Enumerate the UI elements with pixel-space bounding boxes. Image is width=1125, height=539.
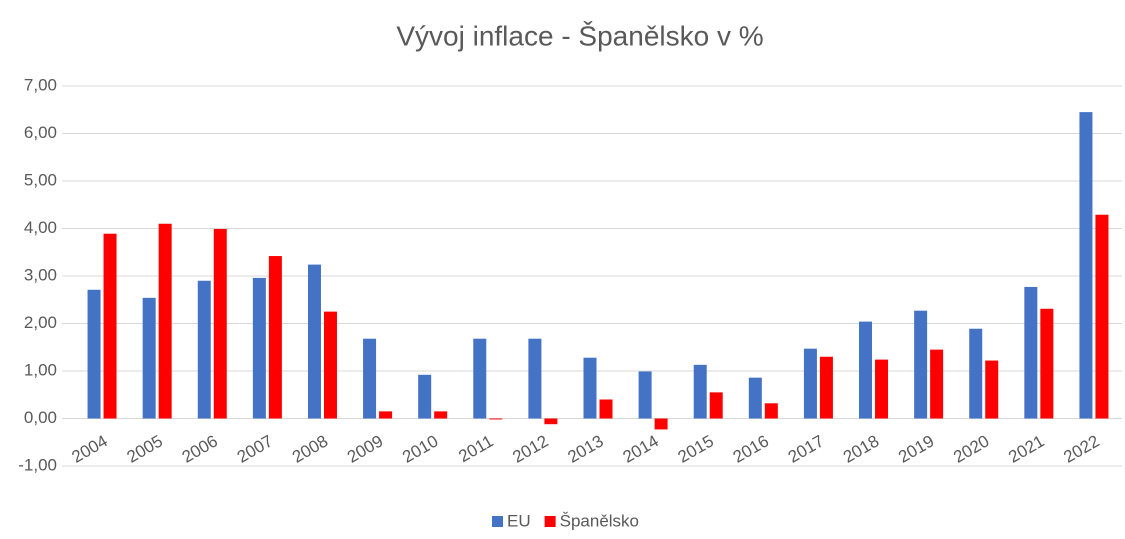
x-tick-label: 2016 — [730, 431, 772, 466]
x-tick-label: 2022 — [1060, 431, 1102, 466]
bar — [859, 321, 873, 419]
x-tick-label: 2019 — [895, 431, 937, 466]
legend-swatch — [544, 516, 556, 527]
bar — [764, 403, 778, 419]
y-tick-label: 0,00 — [24, 408, 57, 427]
x-tick-label: 2013 — [564, 431, 606, 466]
bar — [803, 348, 817, 419]
x-tick-label: 2012 — [509, 431, 551, 466]
bar — [1024, 286, 1038, 419]
x-tick-label: 2014 — [620, 431, 662, 466]
legend-swatch — [492, 516, 503, 527]
bar — [819, 356, 833, 419]
bar — [473, 338, 487, 419]
bar — [379, 411, 393, 419]
bar — [748, 377, 762, 419]
y-tick-label: -1,00 — [18, 455, 57, 474]
x-tick-label: 2004 — [69, 431, 111, 466]
x-tick-label: 2006 — [179, 431, 221, 466]
bar — [268, 256, 282, 419]
bar — [709, 392, 723, 419]
y-tick-label: 7,00 — [24, 75, 57, 94]
bar — [307, 264, 321, 419]
bar — [434, 411, 448, 419]
bar — [1095, 214, 1109, 419]
bar — [985, 360, 999, 419]
bar — [599, 399, 613, 419]
x-tick-label: 2009 — [344, 431, 386, 466]
x-tick-label: 2011 — [455, 431, 496, 466]
y-tick-label: 6,00 — [24, 123, 57, 142]
x-tick-label: 2005 — [124, 431, 166, 466]
x-tick-label: 2008 — [289, 431, 331, 466]
bar — [875, 359, 889, 419]
bar — [544, 418, 558, 425]
y-tick-label: 3,00 — [24, 265, 57, 284]
x-tick-label: 2018 — [840, 431, 882, 466]
bar — [418, 374, 432, 419]
bar — [930, 349, 944, 419]
bar — [252, 277, 266, 419]
bar — [363, 338, 377, 419]
y-tick-label: 2,00 — [24, 313, 57, 332]
y-tick-label: 1,00 — [24, 360, 57, 379]
bar — [969, 328, 983, 419]
bar — [654, 418, 668, 430]
bar — [142, 297, 156, 419]
bar — [197, 280, 211, 419]
x-tick-label: 2015 — [675, 431, 717, 466]
bar — [489, 418, 503, 420]
bar — [1079, 112, 1093, 419]
bar — [638, 371, 652, 419]
bar — [213, 228, 227, 419]
legend-label: EU — [507, 511, 531, 530]
y-tick-label: 4,00 — [24, 218, 57, 237]
bar — [158, 223, 172, 419]
chart-title: Vývoj inflace - Španělsko v % — [396, 20, 763, 51]
bar — [323, 311, 337, 419]
x-tick-label: 2020 — [950, 431, 992, 466]
bar — [1040, 308, 1054, 419]
x-tick-label: 2007 — [234, 431, 276, 466]
legend-label: Španělsko — [560, 511, 639, 530]
bar — [583, 357, 597, 419]
bar — [87, 289, 101, 419]
x-tick-label: 2021 — [1005, 431, 1047, 466]
bar — [103, 233, 117, 419]
x-tick-label: 2017 — [785, 431, 827, 466]
y-tick-label: 5,00 — [24, 170, 57, 189]
x-tick-label: 2010 — [399, 431, 441, 466]
bar — [528, 338, 542, 419]
bar — [693, 364, 707, 419]
bar — [914, 310, 928, 419]
